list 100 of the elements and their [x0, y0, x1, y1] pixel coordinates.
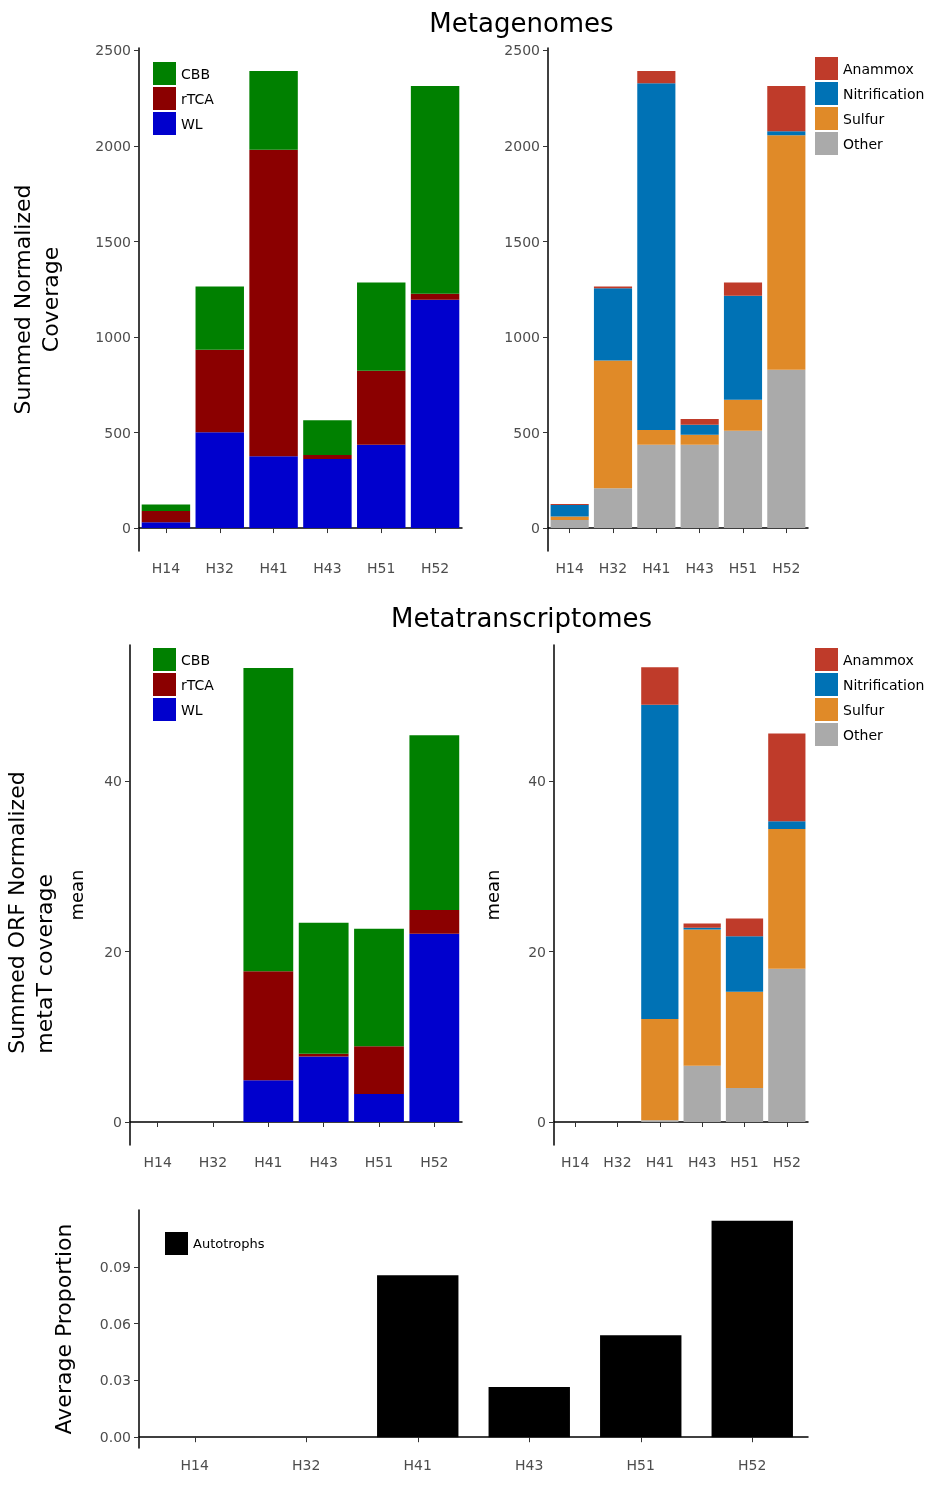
bar	[637, 83, 676, 431]
bar	[354, 1093, 404, 1122]
y-tick-label: 40	[528, 773, 546, 790]
bar	[593, 288, 633, 361]
bar	[249, 149, 298, 457]
x-tick-label: H41	[642, 560, 671, 576]
bar	[410, 86, 460, 294]
x-tick-label: H52	[420, 1154, 449, 1170]
bar	[409, 933, 460, 1122]
bar	[641, 667, 679, 705]
x-tick-label: H41	[254, 1154, 283, 1170]
legend-label: rTCA	[181, 676, 215, 693]
bar	[768, 828, 806, 969]
bar	[410, 293, 460, 300]
bar	[725, 918, 764, 937]
x-tick-label: H14	[151, 560, 181, 576]
bar	[768, 821, 806, 829]
x-tick-label: H43	[515, 1457, 544, 1473]
y-tick-label: 500	[104, 424, 131, 441]
x-tick-label: H51	[728, 560, 758, 576]
bar	[141, 504, 191, 512]
legend-label: Sulfur	[843, 701, 885, 718]
y-tick-label: 1500	[95, 233, 131, 250]
x-tick-label: H51	[367, 560, 396, 576]
y-tick-label: 0.06	[99, 1315, 132, 1332]
legend-label: Sulfur	[843, 110, 885, 127]
x-tick-label: H32	[292, 1457, 321, 1473]
legend-label: rTCA	[181, 90, 215, 107]
legend-label: Other	[843, 726, 883, 743]
bar	[680, 434, 719, 445]
legend-label: Nitrification	[843, 676, 925, 693]
bar	[723, 399, 763, 431]
y-tick-label: 0.09	[99, 1258, 131, 1275]
y-tick-label: 0	[113, 1114, 122, 1130]
bar	[768, 733, 806, 822]
y-tick-label: 0	[537, 1114, 546, 1130]
bar	[409, 909, 460, 934]
bar	[683, 929, 721, 1066]
bar	[249, 70, 298, 150]
bar	[593, 488, 633, 529]
bar	[303, 420, 352, 455]
x-tick-label: H43	[309, 1154, 338, 1170]
x-tick-label: H14	[555, 560, 584, 576]
bar	[357, 444, 406, 529]
y-tick-label: 500	[513, 424, 540, 441]
y-axis-title: Average Proportion	[50, 1223, 76, 1435]
legend-label: Anammox	[843, 651, 914, 668]
legend-label: Autotrophs	[193, 1236, 265, 1251]
x-tick-label: H43	[313, 560, 342, 576]
y-tick-label: 1500	[504, 233, 540, 250]
bar	[410, 299, 460, 529]
x-tick-label: H14	[180, 1457, 210, 1473]
x-tick-label: H14	[143, 1154, 172, 1170]
y-tick-label: 20	[528, 943, 546, 960]
text: Metagenomes	[428, 8, 615, 38]
y-tick-label: 2500	[95, 42, 131, 59]
bar	[357, 282, 406, 371]
bar	[637, 70, 676, 84]
bar	[680, 418, 719, 425]
bar	[767, 86, 806, 132]
bar	[195, 286, 244, 350]
y-tick-label: 0.03	[99, 1372, 131, 1389]
y-tick-label: 0.00	[99, 1429, 131, 1446]
legend-label: Anammox	[843, 60, 914, 77]
bar	[243, 668, 294, 972]
bar	[725, 936, 764, 992]
bar	[683, 1065, 721, 1122]
bar	[767, 131, 806, 136]
bar	[637, 430, 676, 445]
legend-label: Nitrification	[843, 85, 925, 102]
legend-label: WL	[181, 115, 203, 132]
legend-label: CBB	[181, 65, 210, 82]
bar	[725, 991, 764, 1088]
bar	[409, 735, 460, 910]
text: Summed ORF Normalized metaT coverage	[3, 771, 57, 1054]
bar	[298, 1056, 349, 1122]
bar	[195, 432, 244, 529]
bar	[243, 971, 294, 1081]
bar	[680, 424, 719, 435]
bar	[303, 458, 352, 529]
x-tick-label: H43	[685, 560, 714, 576]
x-tick-label: H41	[645, 1154, 675, 1170]
bar	[195, 349, 244, 433]
y-tick-label: 1000	[95, 329, 131, 346]
y-tick-label: 2000	[504, 138, 540, 154]
x-tick-label: H32	[598, 560, 628, 576]
y-axis-title: mean	[65, 869, 87, 921]
y-tick-label: 2000	[95, 138, 131, 154]
y-tick-label: 0	[122, 520, 131, 537]
bar	[354, 928, 404, 1047]
y-axis-title: mean	[481, 869, 503, 921]
bar	[680, 444, 719, 529]
x-tick-label: H52	[420, 560, 450, 576]
bar	[767, 369, 806, 529]
x-tick-label: H52	[772, 1154, 802, 1170]
bar	[357, 370, 406, 445]
y-tick-label: 20	[104, 943, 122, 960]
bar	[141, 522, 191, 529]
x-tick-label: H32	[603, 1154, 632, 1170]
legend-label: Other	[843, 135, 883, 152]
